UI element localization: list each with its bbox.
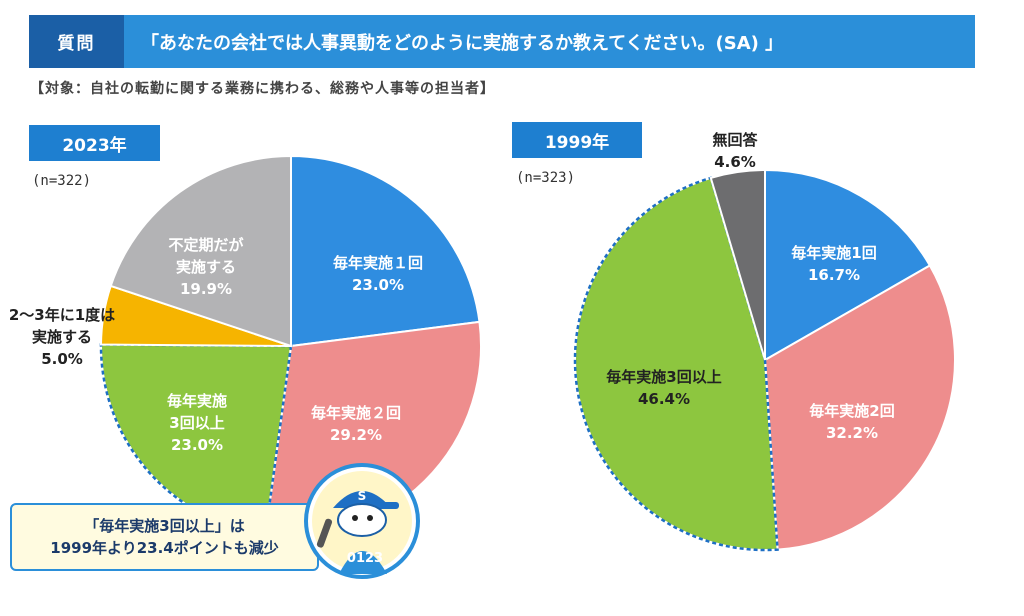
pie-slice bbox=[290, 154, 481, 348]
pie-slice-name: 不定期だが bbox=[168, 236, 244, 254]
pie-slice-value: 5.0% bbox=[41, 350, 83, 368]
mascot-shirt-number: 0123 bbox=[347, 551, 383, 566]
target-note: 【対象：自社の転勤に関する業務に携わる、総務や人事等の担当者】 bbox=[30, 81, 495, 97]
pie-slice bbox=[109, 154, 292, 348]
question-text: 「あなたの会社では人事異動をどのように実施するか教えてください。(SA) 」 bbox=[141, 32, 784, 54]
pie-slice bbox=[709, 168, 766, 361]
pie-slice-name: 実施する bbox=[176, 258, 236, 276]
pie-slice-highlight bbox=[573, 176, 779, 552]
pie-slice-value: 32.2% bbox=[826, 424, 878, 442]
pie-slice-name: 毎年実施1回 bbox=[791, 244, 876, 262]
mascot-cap-letter: S bbox=[358, 489, 367, 503]
pie-slice bbox=[763, 264, 956, 551]
pie-slice-name: 実施する bbox=[32, 328, 92, 346]
pie-slice-label: 毎年実施１回 23.0% bbox=[333, 254, 423, 294]
pie-slice-label: 無回答 4.6% bbox=[712, 131, 758, 171]
callout-line-1: 「毎年実施3回以上」は bbox=[84, 517, 245, 535]
pie-slice-value: 19.9% bbox=[180, 280, 232, 298]
callout-box: 「毎年実施3回以上」は 1999年より23.4ポイントも減少 bbox=[10, 503, 319, 571]
pie-slice-value: 4.6% bbox=[714, 153, 756, 171]
pie-slice-label: 2～3年に1度は実施する 5.0% bbox=[9, 306, 115, 368]
mascot-illustration: S 0123 bbox=[304, 463, 420, 579]
mascot-face bbox=[337, 503, 387, 537]
pie-slice-name: 毎年実施2回 bbox=[809, 402, 894, 420]
pie-slice-name: 3回以上 bbox=[169, 414, 224, 432]
pie-slice-value: 23.0% bbox=[352, 276, 404, 294]
mascot-mic bbox=[316, 518, 333, 548]
mascot-cap-brim bbox=[373, 502, 399, 509]
chart-2023-n: (n=322) bbox=[32, 173, 92, 189]
pie-slice-name: 毎年実施２回 bbox=[311, 404, 401, 422]
chart-1999-n: (n=323) bbox=[516, 170, 576, 186]
question-tag: 質問 bbox=[29, 15, 124, 68]
pie-slice-label: 毎年実施２回 29.2% bbox=[311, 404, 401, 444]
question-bar: 質問 「あなたの会社では人事異動をどのように実施するか教えてください。(SA) … bbox=[29, 15, 975, 68]
pie-slice-value: 29.2% bbox=[330, 426, 382, 444]
pie-1999: 毎年実施1回 16.7% 毎年実施2回 32.2% 毎年実施3回以上 46.4% 無回答 4.… bbox=[573, 131, 956, 552]
pie-slice-label: 毎年実施2回 32.2% bbox=[809, 402, 894, 442]
pie-slice-label: 毎年実施3回以上 46.4% bbox=[606, 368, 721, 408]
mascot-eye-right bbox=[367, 515, 373, 521]
pie-slice-name: 2～3年に1度は bbox=[9, 306, 115, 324]
pie-slice-label: 毎年実施1回 16.7% bbox=[791, 244, 876, 284]
mascot-body bbox=[339, 551, 387, 574]
chart-1999-title: 1999年 bbox=[512, 122, 642, 158]
pie-slice-value: 46.4% bbox=[638, 390, 690, 408]
pie-slice-name: 毎年実施１回 bbox=[333, 254, 423, 272]
chart-2023-title: 2023年 bbox=[29, 125, 160, 161]
pie-slice bbox=[764, 168, 932, 362]
pie-slice-label: 毎年実施 3回以上 23.0% bbox=[167, 392, 227, 454]
pie-slice-value: 23.0% bbox=[171, 436, 223, 454]
mascot-eye-left bbox=[352, 515, 358, 521]
callout-line-2: 1999年より23.4ポイントも減少 bbox=[50, 539, 279, 557]
pie-slice-label: 不定期だが実施する 19.9% bbox=[168, 236, 244, 298]
pie-slice-name: 無回答 bbox=[712, 131, 758, 149]
pie-slice-name: 毎年実施 bbox=[167, 392, 227, 410]
pie-slice-value: 16.7% bbox=[808, 266, 860, 284]
pie-slice-name: 毎年実施3回以上 bbox=[606, 368, 721, 386]
